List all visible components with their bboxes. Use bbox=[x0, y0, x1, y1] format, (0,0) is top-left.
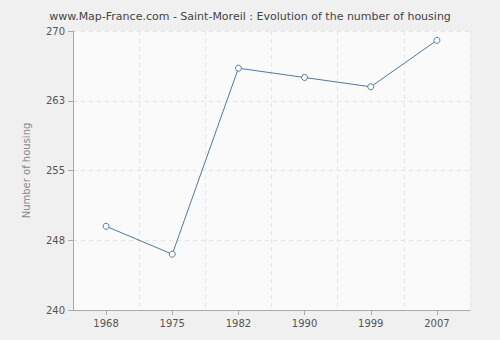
svg-text:255: 255 bbox=[46, 165, 65, 176]
svg-text:263: 263 bbox=[46, 95, 65, 106]
svg-text:1990: 1990 bbox=[292, 318, 317, 329]
svg-text:1975: 1975 bbox=[160, 318, 185, 329]
svg-text:1982: 1982 bbox=[226, 318, 251, 329]
svg-text:240: 240 bbox=[46, 305, 65, 316]
svg-text:1968: 1968 bbox=[93, 318, 118, 329]
svg-text:www.Map-France.com - Saint-Mor: www.Map-France.com - Saint-Moreil : Evol… bbox=[49, 10, 451, 23]
svg-text:248: 248 bbox=[46, 235, 65, 246]
svg-text:270: 270 bbox=[46, 26, 65, 37]
svg-text:1999: 1999 bbox=[358, 318, 383, 329]
svg-text:Number of housing: Number of housing bbox=[21, 123, 32, 219]
svg-text:2007: 2007 bbox=[424, 318, 449, 329]
